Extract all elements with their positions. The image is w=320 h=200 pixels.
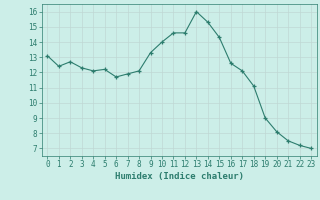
X-axis label: Humidex (Indice chaleur): Humidex (Indice chaleur) — [115, 172, 244, 181]
